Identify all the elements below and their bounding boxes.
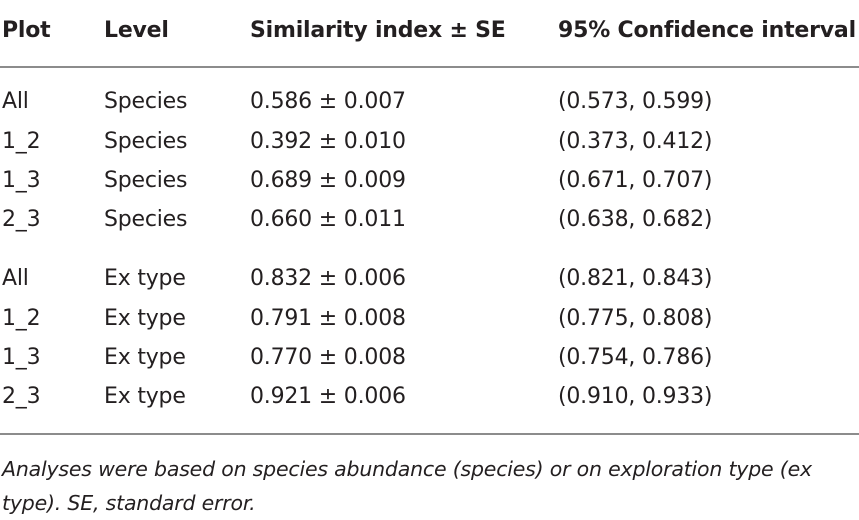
cell-plot: All (2, 266, 29, 291)
cell-level: Ex type (104, 345, 186, 370)
cell-plot: 1_3 (2, 168, 41, 193)
cell-similarity: 0.791 ± 0.008 (250, 306, 406, 331)
table-bottom-rule (0, 433, 859, 435)
header-plot: Plot (2, 18, 51, 43)
table-row: 1_3 Species 0.689 ± 0.009 (0.671, 0.707) (0, 162, 859, 202)
table-row: 1_2 Ex type 0.791 ± 0.008 (0.775, 0.808) (0, 300, 859, 340)
cell-plot: All (2, 89, 29, 114)
cell-similarity: 0.586 ± 0.007 (250, 89, 406, 114)
cell-plot: 1_2 (2, 306, 41, 331)
cell-level: Ex type (104, 306, 186, 331)
table-row: 1_2 Species 0.392 ± 0.010 (0.373, 0.412) (0, 123, 859, 163)
cell-confidence-interval: (0.671, 0.707) (558, 168, 713, 193)
cell-similarity: 0.921 ± 0.006 (250, 384, 406, 409)
cell-similarity: 0.392 ± 0.010 (250, 129, 406, 154)
table-row: All Ex type 0.832 ± 0.006 (0.821, 0.843) (0, 260, 859, 300)
cell-plot: 2_3 (2, 207, 41, 232)
header-similarity: Similarity index ± SE (250, 18, 506, 43)
cell-plot: 2_3 (2, 384, 41, 409)
cell-similarity: 0.689 ± 0.009 (250, 168, 406, 193)
cell-level: Species (104, 168, 188, 193)
cell-confidence-interval: (0.373, 0.412) (558, 129, 713, 154)
cell-similarity: 0.770 ± 0.008 (250, 345, 406, 370)
cell-confidence-interval: (0.638, 0.682) (558, 207, 713, 232)
header-divider (0, 66, 859, 68)
header-confidence-interval: 95% Confidence interval (558, 18, 856, 43)
table-row: 2_3 Ex type 0.921 ± 0.006 (0.910, 0.933) (0, 378, 859, 418)
cell-plot: 1_2 (2, 129, 41, 154)
cell-level: Species (104, 129, 188, 154)
table-row: 1_3 Ex type 0.770 ± 0.008 (0.754, 0.786) (0, 339, 859, 379)
cell-level: Species (104, 207, 188, 232)
table-footnote: Analyses were based on species abundance… (2, 457, 812, 515)
cell-similarity: 0.832 ± 0.006 (250, 266, 406, 291)
cell-plot: 1_3 (2, 345, 41, 370)
cell-level: Species (104, 89, 188, 114)
cell-level: Ex type (104, 266, 186, 291)
table-header-row: Plot Level Similarity index ± SE 95% Con… (0, 0, 859, 66)
cell-level: Ex type (104, 384, 186, 409)
cell-confidence-interval: (0.573, 0.599) (558, 89, 713, 114)
cell-confidence-interval: (0.821, 0.843) (558, 266, 713, 291)
cell-similarity: 0.660 ± 0.011 (250, 207, 406, 232)
cell-confidence-interval: (0.775, 0.808) (558, 306, 713, 331)
table-row: 2_3 Species 0.660 ± 0.011 (0.638, 0.682) (0, 201, 859, 241)
header-level: Level (104, 18, 169, 43)
cell-confidence-interval: (0.910, 0.933) (558, 384, 713, 409)
cell-confidence-interval: (0.754, 0.786) (558, 345, 713, 370)
table-row: All Species 0.586 ± 0.007 (0.573, 0.599) (0, 83, 859, 123)
